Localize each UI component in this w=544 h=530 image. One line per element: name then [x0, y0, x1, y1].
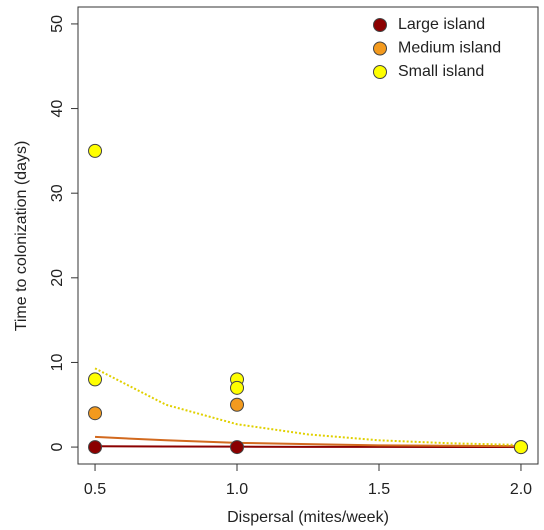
- point: [88, 143, 103, 158]
- fit-line: [95, 445, 521, 449]
- y-tick-label: 40: [49, 100, 66, 118]
- y-axis-label: Time to colonization (days): [13, 141, 30, 332]
- x-tick-label: 0.5: [84, 481, 106, 498]
- point: [88, 406, 103, 421]
- legend-label: Large island: [398, 16, 485, 33]
- y-tick-label: 30: [49, 184, 66, 202]
- point: [513, 440, 528, 455]
- y-tick-label: 20: [49, 269, 66, 287]
- y-tick-label: 10: [49, 353, 66, 371]
- legend-label: Small island: [398, 63, 484, 80]
- point: [230, 440, 245, 455]
- y-tick-label: 50: [49, 15, 66, 33]
- legend-marker: [373, 18, 387, 32]
- fit-line: [94, 435, 521, 448]
- legend-label: Medium island: [398, 40, 501, 57]
- legend-marker: [373, 41, 387, 56]
- point: [230, 380, 245, 395]
- plot-frame: [77, 6, 539, 465]
- x-tick-label: 2.0: [510, 481, 532, 498]
- x-axis-label: Dispersal (mites/week): [227, 509, 389, 526]
- y-tick-label: 0: [49, 443, 66, 452]
- fit-line: [94, 367, 521, 446]
- point: [88, 440, 103, 455]
- x-tick-label: 1.5: [368, 481, 390, 498]
- point: [88, 372, 103, 387]
- x-tick-label: 1.0: [226, 481, 248, 498]
- legend-marker: [373, 65, 387, 79]
- point: [230, 397, 245, 412]
